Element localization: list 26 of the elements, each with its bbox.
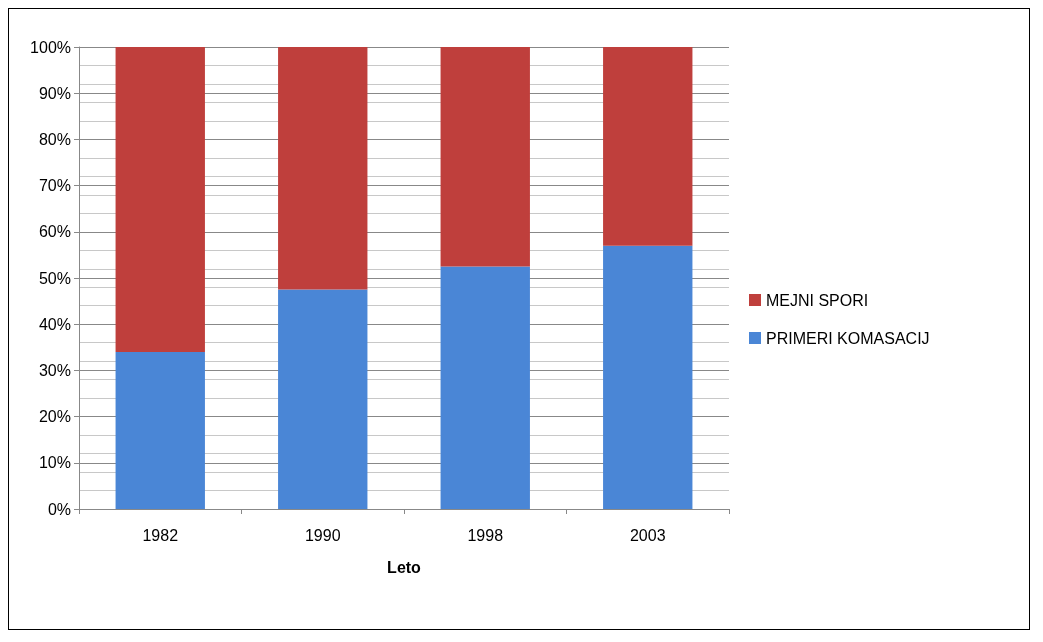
bar xyxy=(603,47,693,246)
y-tick-label: 0% xyxy=(47,500,71,518)
bar xyxy=(278,289,368,509)
x-tick-label: 1998 xyxy=(467,526,504,544)
bar xyxy=(603,245,693,509)
y-tick-label: 10% xyxy=(38,454,71,472)
y-tick-label: 30% xyxy=(38,361,71,379)
x-tick-label: 2003 xyxy=(629,526,666,544)
y-tick-label: 40% xyxy=(38,315,71,333)
y-tick-label: 90% xyxy=(38,84,71,102)
y-tick-label: 50% xyxy=(38,269,71,287)
bar xyxy=(278,47,368,290)
bar xyxy=(115,351,205,509)
y-tick-label: 70% xyxy=(38,177,71,195)
x-tick-label: 1982 xyxy=(142,526,179,544)
y-tick-label: 100% xyxy=(30,38,71,56)
x-axis-title: Leto xyxy=(387,558,422,576)
bar xyxy=(440,266,530,509)
legend-label: PRIMERI KOMASACIJ xyxy=(766,329,930,347)
y-tick-label: 80% xyxy=(38,130,71,148)
x-tick-label: 1990 xyxy=(304,526,341,544)
y-tick-label: 60% xyxy=(38,223,71,241)
bar xyxy=(440,47,530,267)
y-tick-label: 20% xyxy=(38,408,71,426)
legend-label: MEJNI SPORI xyxy=(766,291,869,309)
bar xyxy=(115,47,205,352)
